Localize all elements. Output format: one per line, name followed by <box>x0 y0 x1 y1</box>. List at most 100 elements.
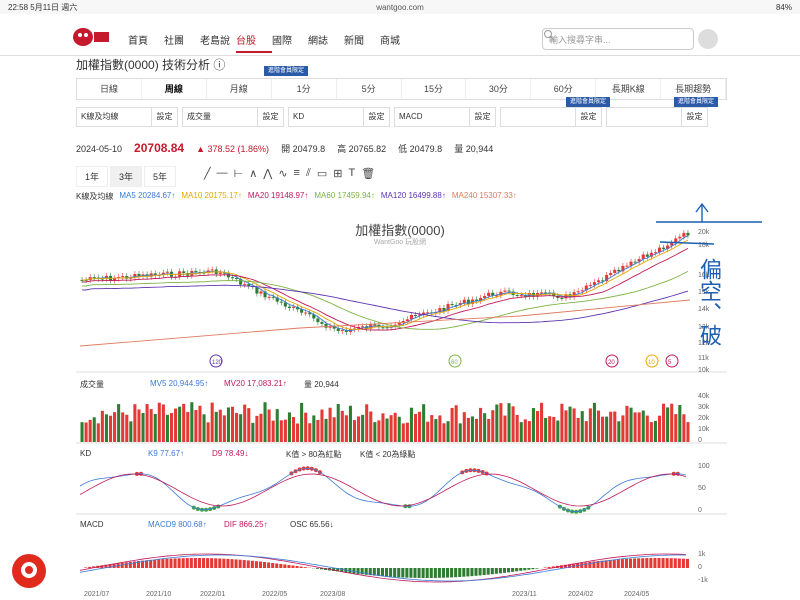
selector-locked-2[interactable]: 設定 <box>606 107 708 127</box>
y-tick-label: 16k <box>698 272 710 279</box>
osc-bar <box>433 568 437 578</box>
y-tick-label: 40k <box>698 393 710 400</box>
wave-tool-icon[interactable]: ∿ <box>278 168 288 180</box>
lock-settings-button[interactable]: 設定 <box>575 108 601 126</box>
nav-item-blog[interactable]: 網誌 <box>308 36 328 47</box>
nav-item-club[interactable]: 社團 <box>164 36 184 47</box>
horizontal-line-tool-icon[interactable]: — <box>216 167 228 179</box>
ray-tool-icon[interactable]: ⊢ <box>233 168 244 180</box>
tab-1min[interactable]: 1分 <box>272 79 337 99</box>
selector-locked-1[interactable]: 設定 <box>500 107 602 127</box>
volume-bar <box>300 402 304 442</box>
osc-bar <box>405 568 409 578</box>
tab-60min[interactable]: 60分 <box>531 79 597 99</box>
candle <box>621 265 625 272</box>
volume-bar <box>344 415 348 442</box>
candle <box>653 252 657 254</box>
nav-item-home[interactable]: 首頁 <box>128 36 148 47</box>
rect-tool-icon[interactable]: ▭ <box>316 168 328 180</box>
osc-bar <box>409 568 413 578</box>
y-tick-label: 0 <box>698 437 702 444</box>
tab-daily[interactable]: 日線 <box>77 79 142 99</box>
candle <box>641 254 645 260</box>
ma20-label[interactable]: MA20 19148.97↑ <box>247 191 309 200</box>
nav-item-store[interactable]: 商城 <box>380 36 400 47</box>
tab-monthly[interactable]: 月線 <box>207 79 272 99</box>
osc-bar <box>112 563 116 568</box>
candle <box>328 325 332 328</box>
ma-panel-label: K線及均線 <box>76 192 114 201</box>
dif-line <box>79 553 686 583</box>
candle <box>153 273 157 276</box>
tab-5min[interactable]: 5分 <box>337 79 402 99</box>
text-tool-icon[interactable]: T <box>348 167 356 179</box>
nav-item-news[interactable]: 新聞 <box>344 36 364 47</box>
selector-volume[interactable]: 成交量 設定 <box>182 107 284 127</box>
zigzag-tool-icon[interactable]: ⋀ <box>263 168 273 180</box>
candle <box>678 236 682 239</box>
candle <box>576 291 580 293</box>
ma10-label[interactable]: MA10 20175.17↑ <box>181 191 242 200</box>
candle <box>645 254 649 257</box>
d9-label: D9 78.49↓ <box>212 449 249 458</box>
nav-item-intl[interactable]: 國際 <box>272 36 292 47</box>
settings-button[interactable]: 設定 <box>257 108 283 126</box>
candle <box>487 292 491 297</box>
nav-item-laodao[interactable]: 老島說 <box>200 36 230 47</box>
avatar[interactable] <box>698 29 718 49</box>
angle-tool-icon[interactable]: ∧ <box>249 168 258 180</box>
range-3y[interactable]: 3年 <box>110 166 143 187</box>
candle <box>255 286 259 294</box>
volume-bar <box>92 417 96 442</box>
settings-button[interactable]: 設定 <box>469 108 495 126</box>
volume-bar <box>312 415 316 442</box>
lock-settings-button[interactable]: 設定 <box>681 108 707 126</box>
tab-long-k[interactable]: 長期K線 <box>596 79 662 99</box>
site-logo[interactable] <box>72 26 110 48</box>
tab-weekly[interactable]: 周線 <box>141 79 207 99</box>
tab-15min[interactable]: 15分 <box>402 79 467 99</box>
nav-item-tw-stock[interactable]: 台股 <box>236 32 272 53</box>
candle <box>596 280 601 283</box>
osc-bar <box>600 560 604 568</box>
candle <box>275 297 279 302</box>
osc-bar <box>169 558 173 568</box>
settings-button[interactable]: 設定 <box>151 108 177 126</box>
ma240-label[interactable]: MA240 15307.33↑ <box>451 191 517 200</box>
ma60-label[interactable]: MA60 17459.94↑ <box>314 191 375 200</box>
measure-tool-icon[interactable]: ⊞ <box>333 168 343 180</box>
candle <box>552 292 556 297</box>
ma-marker <box>209 354 223 368</box>
settings-button[interactable]: 設定 <box>363 108 389 126</box>
delete-tool-icon[interactable]: 🗑 <box>361 168 376 180</box>
candle <box>210 269 214 271</box>
ma5-label[interactable]: MA5 20284.67↑ <box>119 191 176 200</box>
search-input[interactable]: 輸入搜尋字串... <box>542 28 694 50</box>
volume-bar <box>430 415 434 442</box>
volume-bar <box>568 406 572 442</box>
volume-bar <box>340 410 344 442</box>
fib-tool-icon[interactable]: ≡ <box>293 167 300 179</box>
indicator-selectors: K線及均線 設定 成交量 設定 KD 設定 MACD 設定 設定 設定 <box>76 107 727 127</box>
channel-tool-icon[interactable]: ⫽ <box>305 167 311 179</box>
volume-bar <box>377 420 381 442</box>
ma-legend: K線及均線 MA5 20284.67↑ MA10 20175.17↑ MA20 … <box>76 191 517 202</box>
volume-bar <box>540 402 544 442</box>
volume-bar <box>283 419 287 442</box>
tab-30min[interactable]: 30分 <box>466 79 532 99</box>
selector-macd[interactable]: MACD 設定 <box>394 107 496 127</box>
tab-long-trend[interactable]: 長期趨勢 <box>661 79 727 99</box>
candle <box>291 306 296 308</box>
osc-bar <box>466 568 470 577</box>
ma20-line <box>81 247 689 331</box>
selector-kd[interactable]: KD 設定 <box>288 107 390 127</box>
volume-bar <box>324 418 328 442</box>
chat-button[interactable] <box>12 554 46 588</box>
trendline-tool-icon[interactable]: ╱ <box>204 168 211 180</box>
candle <box>397 322 401 325</box>
ma120-label[interactable]: MA120 16499.88↑ <box>380 191 446 200</box>
range-5y[interactable]: 5年 <box>144 166 177 187</box>
selector-kline[interactable]: K線及均線 設定 <box>76 107 178 127</box>
range-1y[interactable]: 1年 <box>76 166 109 187</box>
